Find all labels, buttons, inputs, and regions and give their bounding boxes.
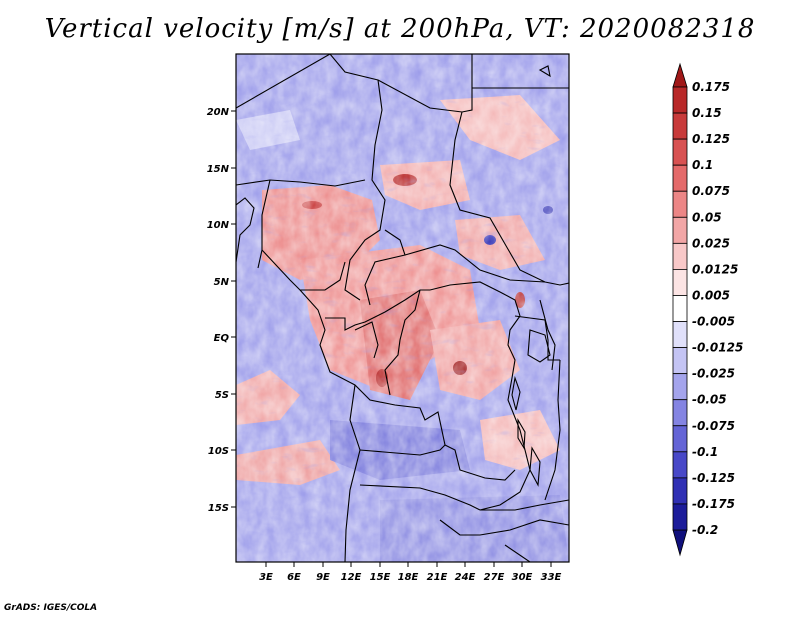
lon-tick-label: 27E <box>484 572 505 583</box>
colorbar-label: -0.025 <box>692 367 735 381</box>
colorbar-swatch <box>672 164 688 192</box>
colorbar-label: -0.125 <box>692 471 735 485</box>
colorbar-label: -0.05 <box>692 393 727 407</box>
colorbar-swatch <box>672 451 688 479</box>
colorbar-swatch <box>672 112 688 140</box>
velocity-field <box>236 54 569 562</box>
lat-tick-label: 15S <box>208 503 229 514</box>
colorbar-label: -0.1 <box>692 445 718 459</box>
lon-tick-label: 18E <box>398 572 419 583</box>
grads-credit: GrADS: IGES/COLA <box>4 603 98 613</box>
colorbar-swatch <box>672 503 688 531</box>
lat-tick-label: 5N <box>214 277 230 288</box>
map-frame <box>235 53 570 563</box>
colorbar-label: 0.175 <box>692 80 730 94</box>
map-title: Vertical velocity [m/s] at 200hPa, VT: 2… <box>44 14 756 44</box>
colorbar-swatch <box>672 425 688 453</box>
colorbar-label: 0.025 <box>692 236 730 250</box>
lon-tick-label: 6E <box>287 572 301 583</box>
colorbar-swatch <box>672 86 688 114</box>
lakes <box>511 65 551 487</box>
colorbar-label: -0.0125 <box>692 341 743 355</box>
colorbar-swatch <box>672 321 688 348</box>
lat-tick-label: 10N <box>207 220 230 231</box>
colorbar-swatch <box>672 138 688 166</box>
lon-tick-label: 3E <box>259 572 273 583</box>
colorbar-swatch <box>672 477 688 505</box>
colorbar-swatch <box>672 399 688 427</box>
colorbar-swatch <box>672 190 688 218</box>
country-borders <box>236 54 569 562</box>
colorbar-label: 0.075 <box>692 184 730 198</box>
lon-tick-label: 21E <box>427 572 448 583</box>
colorbar-top-arrow <box>672 62 688 88</box>
colorbar-label: -0.075 <box>692 419 735 433</box>
colorbar-swatch <box>672 295 688 322</box>
lat-tick-label: 15N <box>207 164 230 175</box>
lat-tick-label: 10S <box>208 446 229 457</box>
lon-tick-label: 30E <box>512 572 533 583</box>
colorbar-label: 0.125 <box>692 132 730 146</box>
colorbar-label: 0.005 <box>692 288 730 302</box>
lon-tick-label: 24E <box>455 572 476 583</box>
colorbar-swatch <box>672 373 688 401</box>
lat-tick-label: 20N <box>207 107 230 118</box>
colorbar-label: 0.15 <box>692 106 722 120</box>
colorbar-bottom-arrow <box>672 529 688 557</box>
lat-tick-label: 5S <box>215 390 229 401</box>
lat-axis: 20N 15N 10N 5N EQ 5S 10S 15S <box>207 107 236 514</box>
colorbar: 0.175 0.15 0.125 0.1 0.075 0.05 0.025 0.0125 0.0… <box>672 62 743 557</box>
colorbar-label: -0.175 <box>692 497 735 511</box>
lon-tick-label: 9E <box>316 572 330 583</box>
colorbar-label: 0.05 <box>692 210 722 224</box>
colorbar-label: 0.0125 <box>692 262 738 276</box>
colorbar-swatch <box>672 216 688 244</box>
colorbar-label: -0.2 <box>692 523 718 537</box>
colorbar-swatch <box>672 347 688 375</box>
colorbar-label: 0.1 <box>692 158 713 172</box>
lon-tick-label: 12E <box>341 572 362 583</box>
colorbar-label: -0.005 <box>692 315 735 329</box>
lon-tick-label: 15E <box>370 572 391 583</box>
lon-tick-label: 33E <box>541 572 562 583</box>
lon-axis: 3E 6E 9E 12E 15E 18E 21E 24E 27E 30E 33E <box>259 562 562 583</box>
colorbar-swatch <box>672 242 688 270</box>
colorbar-swatch <box>672 269 688 296</box>
lat-tick-label: EQ <box>214 333 230 344</box>
